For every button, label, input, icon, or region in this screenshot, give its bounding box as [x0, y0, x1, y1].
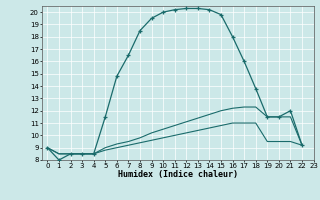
X-axis label: Humidex (Indice chaleur): Humidex (Indice chaleur) — [118, 170, 237, 179]
